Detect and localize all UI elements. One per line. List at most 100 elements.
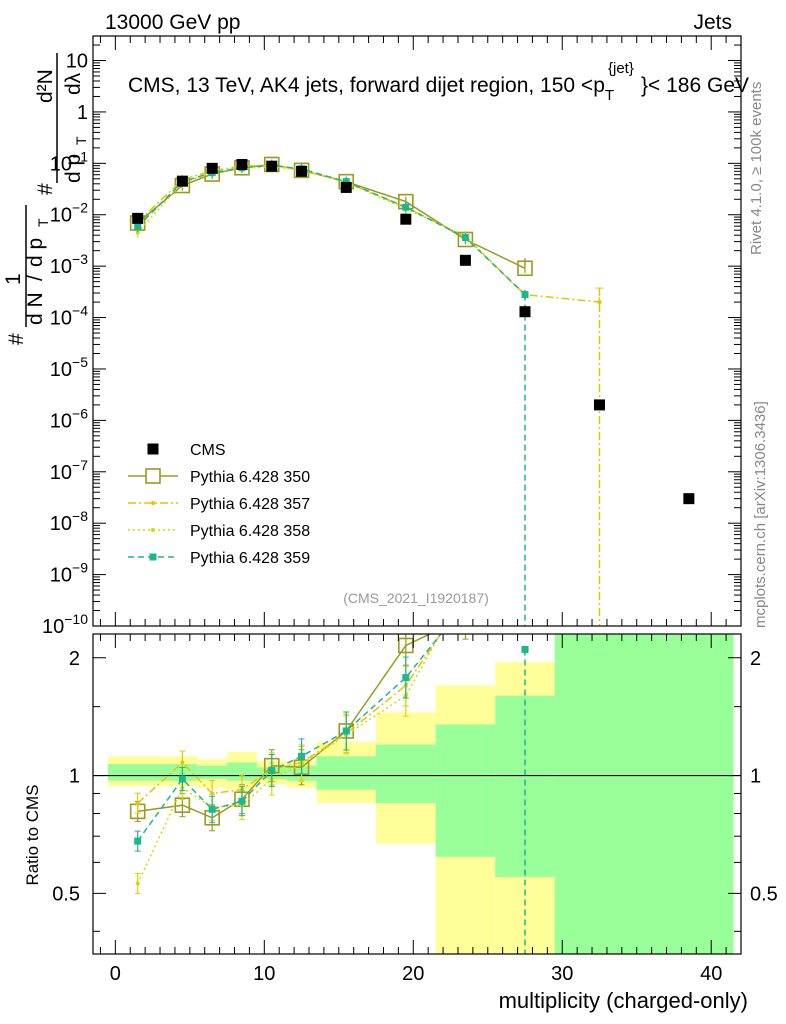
legend-label: Pythia 6.428 350 <box>190 469 310 486</box>
series-pythia-6-428-357 <box>135 160 602 308</box>
ratio-point <box>178 775 186 783</box>
y-tick-label: 10−9 <box>50 560 88 587</box>
point <box>134 223 142 231</box>
uncertainty-band-inner <box>495 695 555 878</box>
main-ylabel: # d N / d p T 1 # d²N d p Tdλ <box>2 53 89 345</box>
x-tick-label: 20 <box>402 963 424 985</box>
y-label-dl: dλ <box>62 72 85 95</box>
ratio-point <box>238 797 246 805</box>
y-tick-label: 10−2 <box>50 200 88 227</box>
cms-point <box>176 175 188 187</box>
y-label-dp: d p <box>24 238 47 267</box>
watermark: (CMS_2021_I1920187) <box>343 590 489 606</box>
y-tick-label: 10−4 <box>50 303 88 330</box>
y-label-one: 1 <box>2 273 25 285</box>
y-tick-label: 10−7 <box>50 457 88 484</box>
cms-point <box>340 181 352 193</box>
x-axis-label: multiplicity (charged-only) <box>499 988 748 1013</box>
cms-point <box>459 254 471 266</box>
ratio-point <box>180 760 185 765</box>
y-label-T: T <box>35 218 51 227</box>
uncertainty-band-inner <box>107 764 198 781</box>
y-tick-label: 10−5 <box>50 354 88 381</box>
y-tick-label: 10−3 <box>50 251 88 278</box>
ratio-point <box>135 801 140 806</box>
cms-point <box>206 162 218 174</box>
main-panel: 10−10 10−9 10−8 10−7 10−6 10−5 10−4 10−3 10−2 10−… <box>42 35 749 638</box>
ratio-series-pythia-6-428-359 <box>134 634 442 852</box>
legend-marker <box>145 468 161 484</box>
chart-title: CMS, 13 TeV, AK4 jets, forward dijet reg… <box>128 60 749 104</box>
ratio-ylabel: Ratio to CMS <box>23 784 42 885</box>
y-label-T2: T <box>73 136 89 145</box>
ratio-point <box>134 837 142 845</box>
header-left: 13000 GeV pp <box>105 11 240 34</box>
ratio-point <box>268 767 276 775</box>
legend-label: Pythia 6.428 359 <box>190 550 310 567</box>
rivet-label: Rivet 4.1.0, ≥ 100k events <box>748 82 765 255</box>
y-tick-label: 1 <box>77 102 88 124</box>
y-label-dpT: d p <box>62 154 85 183</box>
ratio-y-tick-label-right: 2 <box>750 648 761 670</box>
uncertainty-band-inner <box>197 765 228 779</box>
cms-point <box>400 213 412 225</box>
ratio-y-tick-label-right: 0.5 <box>750 883 778 905</box>
series-pythia-6-428-350 <box>129 156 533 277</box>
legend-label: Pythia 6.428 357 <box>190 496 310 513</box>
main-frame <box>92 35 742 627</box>
cms-point <box>266 160 278 172</box>
y-label-hash: # <box>5 333 28 345</box>
chart-title-suffix: }< 186 GeV <box>641 74 749 97</box>
y-tick-label: 10−1 <box>50 148 88 175</box>
point <box>342 178 350 186</box>
y-label-hash2: # <box>34 183 57 195</box>
cms-point <box>593 399 605 411</box>
y-tick-label: 10−6 <box>50 405 88 432</box>
series-line <box>137 164 526 296</box>
ratio-359-point <box>521 645 529 653</box>
uncertainty-band-inner <box>316 756 377 790</box>
legend-marker-cms <box>147 443 159 455</box>
ratio-point <box>208 805 216 813</box>
legend-label: Pythia 6.428 358 <box>190 523 310 540</box>
point <box>135 230 140 235</box>
y-tick-label: 10−8 <box>50 508 88 535</box>
ratio-panel: 0.5 0.51 12 20 10 20 30 40 Ratio to CMS multipl… <box>23 610 778 1013</box>
point <box>461 234 469 242</box>
mcplots-label: mcplots.cern.ch [arXiv:1306.3436] <box>752 401 769 628</box>
series-line <box>137 165 526 296</box>
legend-marker <box>149 553 157 561</box>
ratio-y-tick-label-right: 1 <box>750 766 761 788</box>
cms-point <box>683 493 695 505</box>
ratio-point <box>298 752 306 760</box>
cms-point <box>296 165 308 177</box>
y-label-rotated: # d N / d p T 1 # d²N d p Tdλ <box>2 53 89 345</box>
series-pythia-6-428-358 <box>135 161 527 301</box>
ratio-point <box>135 881 140 886</box>
ratio-point <box>458 610 472 624</box>
point <box>597 300 602 305</box>
ratio-frame <box>92 633 742 955</box>
cms-point <box>236 158 248 170</box>
y-tick-label: 10−10 <box>42 611 88 638</box>
series-line <box>137 164 600 303</box>
y-tick-label: 10 <box>66 51 88 73</box>
y-label-slash: / <box>24 275 47 281</box>
cms-point <box>132 212 144 224</box>
uncertainty-band-inner <box>435 724 496 857</box>
uncertainty-band-inner <box>376 744 436 804</box>
series-line <box>137 163 526 269</box>
x-tick-label: 10 <box>253 963 275 985</box>
legend-label: CMS <box>190 442 226 459</box>
uncertainty-band-inner <box>227 762 257 781</box>
cms-point <box>519 306 531 318</box>
y-label-numer: d²N <box>34 69 57 103</box>
x-tick-label: 40 <box>700 963 722 985</box>
ratio-y-tick-label: 2 <box>69 648 80 670</box>
chart-title-sup: {jet} <box>608 60 634 77</box>
point <box>402 203 410 211</box>
ratio-point <box>342 727 350 735</box>
x-tick-label: 0 <box>110 963 121 985</box>
chart-title-text: CMS, 13 TeV, AK4 jets, forward dijet reg… <box>128 74 614 104</box>
